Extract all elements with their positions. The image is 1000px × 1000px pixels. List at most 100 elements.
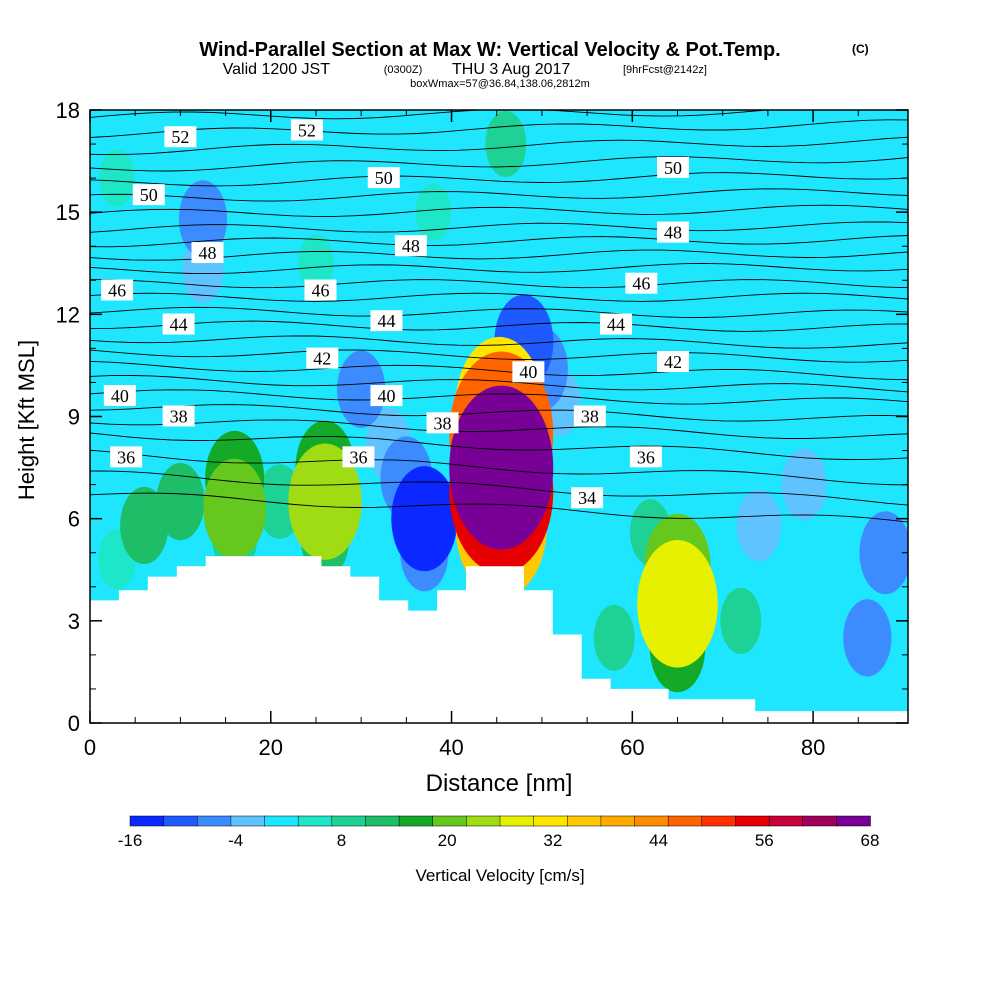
theta-label: 36 <box>110 446 143 468</box>
theta-label-text: 52 <box>298 120 316 140</box>
theta-label-text: 46 <box>311 280 329 300</box>
theta-label-text: 48 <box>664 223 682 243</box>
velocity-cell <box>859 511 908 595</box>
valid-date-label: THU 3 Aug 2017 <box>452 61 570 78</box>
theta-label-text: 46 <box>108 280 126 300</box>
box-wmax-label: boxWmax=57@36.84,138.06,2812m <box>410 78 590 90</box>
theta-label-text: 40 <box>377 386 395 406</box>
colorbar-swatch <box>667 815 703 827</box>
velocity-cell <box>614 455 651 514</box>
theta-label-text: 50 <box>375 168 393 188</box>
theta-label-text: 50 <box>664 158 682 178</box>
theta-label: 52 <box>290 119 323 141</box>
potential-temperature-contours <box>90 110 908 523</box>
y-tick-label: 12 <box>56 302 80 327</box>
theta-label-text: 40 <box>519 362 537 382</box>
theta-label-text: 40 <box>111 386 129 406</box>
valid-time-label: Valid 1200 JST <box>223 61 331 78</box>
colorbar-swatch <box>163 815 199 827</box>
theta-contour <box>90 492 908 523</box>
colorbar-tick-label: -4 <box>228 831 243 850</box>
theta-label: 50 <box>656 156 689 178</box>
colorbar-tick-label: 8 <box>337 831 346 850</box>
colorbar-tick-label: 32 <box>543 831 562 850</box>
theta-label: 50 <box>367 167 400 189</box>
colorbar-swatch <box>264 815 299 827</box>
forecast-label: [9hrFcst@2142z] <box>623 64 707 76</box>
velocity-cell <box>794 590 832 652</box>
y-tick-label: 3 <box>68 609 80 634</box>
theta-label: 42 <box>656 351 689 373</box>
theta-label: 42 <box>306 347 339 369</box>
velocity-cell <box>298 234 334 293</box>
theta-contour <box>90 136 908 156</box>
colorbar-tick-label: 56 <box>755 831 774 850</box>
velocity-cell <box>759 397 795 456</box>
theta-contour <box>90 221 908 233</box>
colorbar-tick-label: 68 <box>861 831 880 850</box>
theta-contour <box>90 375 908 393</box>
colorbar-swatch <box>499 815 535 827</box>
terrain-mask <box>90 556 908 723</box>
theta-label: 40 <box>103 385 136 407</box>
y-tick-label: 0 <box>68 711 80 736</box>
theta-label: 44 <box>162 313 195 335</box>
theta-label: 48 <box>191 242 224 264</box>
y-axis-label: Height [Kft MSL] <box>14 340 39 500</box>
velocity-cell <box>288 443 362 560</box>
velocity-cell <box>120 486 169 565</box>
theta-contour <box>90 419 908 439</box>
colorbar-swatch <box>365 815 400 827</box>
theta-label: 46 <box>304 279 337 301</box>
theta-contour <box>90 320 908 332</box>
theta-contour <box>90 349 908 363</box>
colorbar-swatch <box>567 815 602 827</box>
theta-label-text: 34 <box>578 488 596 508</box>
colorbar-swatch <box>600 815 636 827</box>
theta-contour <box>90 188 908 202</box>
theta-label: 38 <box>426 412 459 434</box>
theta-label: 52 <box>164 126 197 148</box>
velocity-cell <box>705 184 740 240</box>
colorbar-tick-label: 20 <box>438 831 457 850</box>
theta-label: 48 <box>656 221 689 243</box>
colorbar-swatch <box>331 815 367 827</box>
theta-label-text: 46 <box>632 274 650 294</box>
colorbar-swatch <box>197 815 232 827</box>
x-axis-label: Distance [nm] <box>426 770 573 797</box>
y-tick-label: 9 <box>68 405 80 430</box>
velocity-cell <box>415 183 452 241</box>
velocity-cell <box>99 149 135 207</box>
velocity-cell <box>843 599 892 677</box>
theta-label-text: 44 <box>377 311 395 331</box>
theta-label-text: 36 <box>117 447 135 467</box>
theta-label-text: 38 <box>581 407 599 427</box>
colorbar-swatch <box>466 815 501 827</box>
theta-contour <box>90 249 908 261</box>
theta-contour <box>90 470 908 506</box>
y-tick-label: 15 <box>56 200 80 225</box>
velocity-field <box>90 111 908 713</box>
theta-label-text: 50 <box>140 185 158 205</box>
colorbar-swatch <box>533 815 569 827</box>
theta-contour <box>90 172 908 187</box>
velocity-cell <box>449 385 554 550</box>
x-tick-label: 0 <box>84 735 96 760</box>
velocity-cell <box>337 350 386 428</box>
x-tick-label: 80 <box>801 735 825 760</box>
x-tick-label: 60 <box>620 735 644 760</box>
colorbar-swatch <box>634 815 669 827</box>
copyright-mark: (C) <box>852 42 869 56</box>
y-tick-label: 18 <box>56 98 80 123</box>
theta-contour <box>90 119 908 138</box>
theta-label: 46 <box>625 272 658 294</box>
colorbar-swatch <box>230 815 266 827</box>
theta-label: 38 <box>162 405 195 427</box>
colorbar-tick-label: 44 <box>649 831 668 850</box>
utc-time-label: (0300Z) <box>384 64 423 76</box>
theta-label-text: 42 <box>664 352 682 372</box>
colorbar-swatch <box>768 815 804 827</box>
theta-label: 34 <box>571 487 604 509</box>
